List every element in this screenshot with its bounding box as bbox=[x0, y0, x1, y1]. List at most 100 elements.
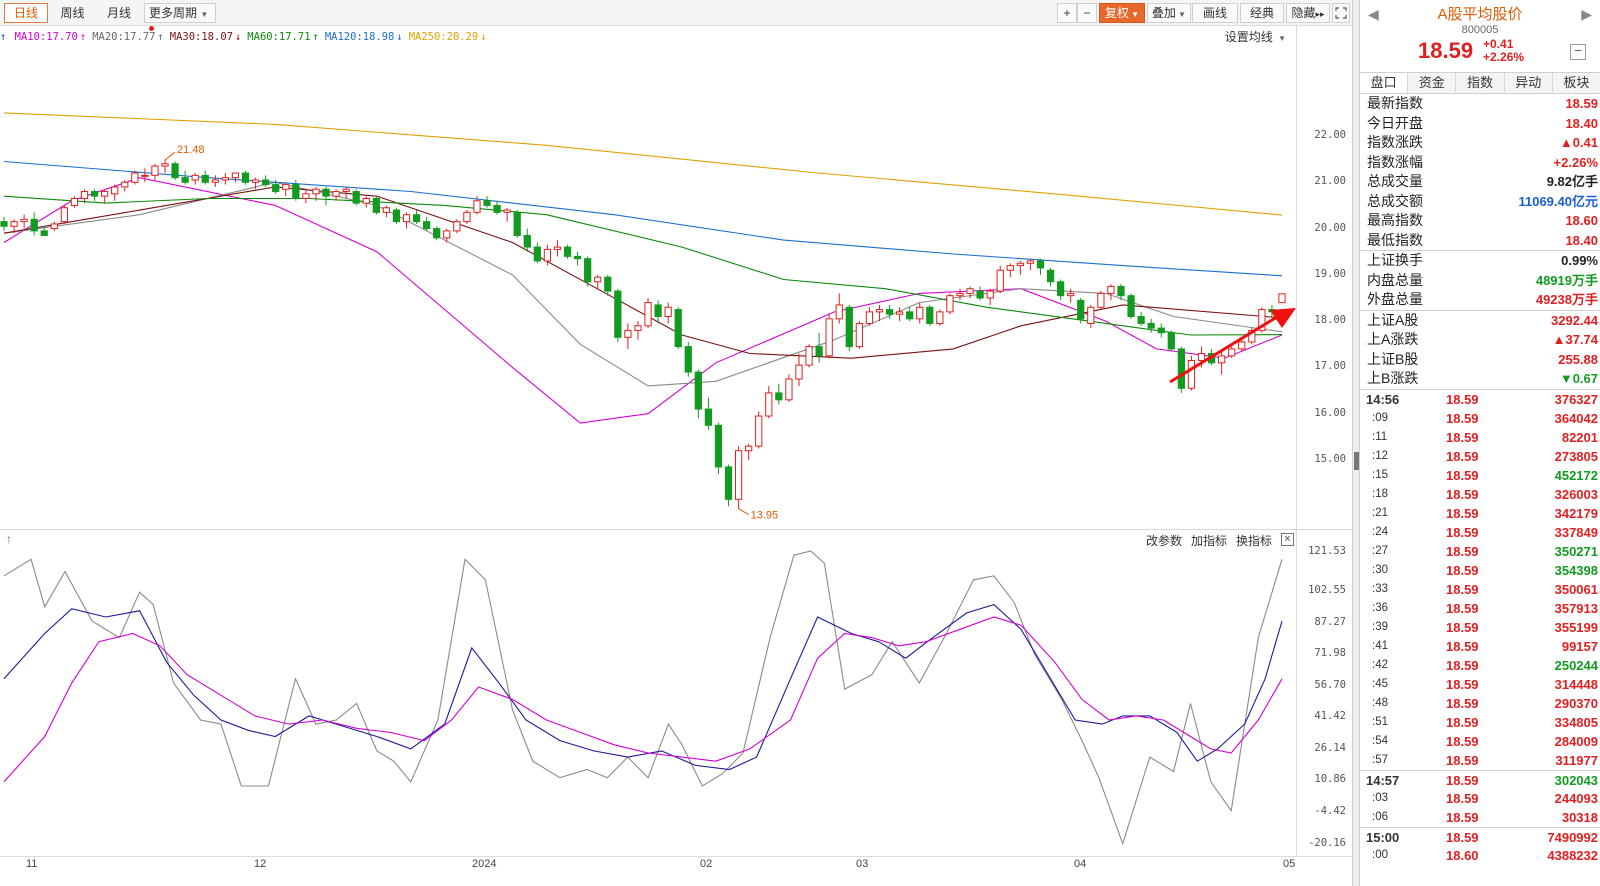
tick-row: :33 18.59 350061 bbox=[1360, 580, 1600, 599]
candle bbox=[734, 446, 743, 509]
tick-volume: 364042 bbox=[1554, 411, 1598, 426]
tick-list: 14:56 18.59 376327:09 18.59 364042:11 18.59 82… bbox=[1360, 390, 1600, 865]
candle bbox=[412, 210, 421, 224]
candle bbox=[704, 397, 713, 430]
change-value: +0.41 bbox=[1483, 37, 1514, 51]
tick-volume: 82201 bbox=[1561, 430, 1598, 445]
candle bbox=[423, 217, 431, 231]
tick-row: :51 18.59 334805 bbox=[1360, 713, 1600, 732]
ma-legend-item: MA10:17.70 bbox=[14, 31, 78, 43]
zoom-out-button[interactable]: − bbox=[1077, 3, 1097, 23]
hide-button[interactable]: 隐藏▸▸ bbox=[1286, 3, 1330, 23]
candle bbox=[885, 304, 894, 319]
change-percent: +2.26% bbox=[1483, 50, 1525, 64]
tick-volume: 357913 bbox=[1554, 601, 1598, 616]
tick-volume: 342179 bbox=[1554, 506, 1598, 521]
candle bbox=[1046, 267, 1055, 287]
tick-volume: 314448 bbox=[1554, 677, 1598, 692]
candle bbox=[513, 210, 521, 238]
add-indicator-button[interactable]: 加指标 bbox=[1191, 534, 1228, 548]
tick-time: 14:56 bbox=[1366, 392, 1400, 407]
ma-legend-item: MA30:18.07 bbox=[169, 31, 233, 43]
stats-group: 最新指数 18.59 今日开盘 18.40 指数涨跌 ▲0.41 指数涨幅 +2.26% 总成交… bbox=[1360, 94, 1600, 251]
tick-price: 18.59 bbox=[1446, 677, 1479, 692]
hide-label: 隐藏 bbox=[1291, 6, 1316, 20]
ma-legend-arrow: ↑ bbox=[0, 31, 7, 43]
tick-time: :12 bbox=[1372, 450, 1388, 462]
overlay-dropdown[interactable]: 叠加 ▼ bbox=[1147, 3, 1191, 23]
price-tick-label: 15.00 bbox=[1314, 453, 1346, 465]
tick-volume: 452172 bbox=[1554, 468, 1598, 483]
candle bbox=[614, 288, 622, 342]
indicator-arrow: ↑ bbox=[6, 532, 12, 546]
indicator-tick-label: 56.70 bbox=[1314, 678, 1346, 691]
tick-price: 18.59 bbox=[1446, 563, 1479, 578]
chevron-down-icon: ▼ bbox=[1175, 10, 1187, 19]
candle bbox=[664, 302, 672, 324]
tick-row: 14:57 18.59 302043 bbox=[1360, 770, 1600, 789]
candle bbox=[372, 196, 380, 215]
tab-index[interactable]: 指数 bbox=[1456, 73, 1505, 93]
tab-daily[interactable]: 日线 bbox=[4, 3, 48, 23]
fullscreen-button[interactable] bbox=[1332, 3, 1350, 23]
draw-line-button[interactable]: 画线 bbox=[1192, 3, 1238, 23]
stat-label: 指数涨幅 bbox=[1367, 153, 1423, 170]
ma-line-ma10 bbox=[3, 177, 1283, 424]
ma-trend-arrow: ↓ bbox=[480, 31, 487, 43]
tick-time: :36 bbox=[1372, 602, 1388, 614]
stat-value: 3292.44 bbox=[1551, 312, 1598, 328]
tick-row: :21 18.59 342179 bbox=[1360, 504, 1600, 523]
tab-weekly[interactable]: 周线 bbox=[60, 6, 85, 20]
instrument-code: 800005 bbox=[1461, 24, 1499, 36]
collapse-button[interactable]: − bbox=[1570, 44, 1586, 60]
zoom-in-button[interactable]: + bbox=[1057, 3, 1077, 23]
candle bbox=[966, 286, 974, 298]
classic-button[interactable]: 经典 bbox=[1240, 3, 1284, 23]
candle bbox=[121, 179, 129, 192]
candle bbox=[1127, 293, 1135, 319]
tick-volume: 376327 bbox=[1554, 392, 1598, 407]
price-tick-label: 18.00 bbox=[1314, 314, 1346, 327]
adjust-dropdown[interactable]: 复权 ▼ bbox=[1099, 3, 1145, 23]
edit-params-button[interactable]: 改参数 bbox=[1146, 534, 1183, 548]
tick-price: 18.59 bbox=[1446, 544, 1479, 559]
kdj-indicator-chart[interactable] bbox=[0, 550, 1296, 855]
tab-monthly[interactable]: 月线 bbox=[106, 6, 131, 20]
stat-label: 外盘总量 bbox=[1367, 291, 1423, 307]
tick-price: 18.59 bbox=[1446, 753, 1479, 768]
switch-indicator-button[interactable]: 换指标 bbox=[1236, 534, 1273, 548]
tab-order-book[interactable]: 盘口 bbox=[1360, 73, 1409, 93]
tab-capital[interactable]: 资金 bbox=[1408, 73, 1457, 93]
candle bbox=[493, 200, 501, 215]
next-arrow-icon[interactable]: ▶ bbox=[1581, 6, 1592, 22]
candle bbox=[101, 189, 109, 204]
candle bbox=[181, 170, 189, 185]
indicator-j-line bbox=[3, 616, 1283, 783]
stat-value: 18.40 bbox=[1565, 115, 1598, 131]
stat-row: 指数涨幅 +2.26% bbox=[1360, 153, 1600, 173]
tick-volume: 350271 bbox=[1554, 544, 1598, 559]
candle bbox=[1117, 284, 1125, 301]
candlestick-chart[interactable]: 21.48 13.95 bbox=[0, 46, 1296, 530]
tick-price: 18.59 bbox=[1446, 810, 1479, 825]
splitter-grip-icon[interactable] bbox=[1354, 452, 1359, 470]
tick-price: 18.59 bbox=[1446, 773, 1479, 788]
candle bbox=[1177, 346, 1185, 393]
ma-line-ma20 bbox=[3, 181, 1283, 387]
stat-value: 18.60 bbox=[1565, 213, 1598, 228]
prev-arrow-icon[interactable]: ◀ bbox=[1368, 6, 1379, 22]
stat-row: 最低指数 18.40 bbox=[1360, 231, 1600, 251]
candle bbox=[845, 304, 853, 352]
stat-value: 0.99% bbox=[1561, 253, 1598, 268]
tick-time: :57 bbox=[1372, 754, 1388, 766]
ma-settings-label: 设置均线 bbox=[1224, 30, 1273, 44]
stat-row: 内盘总量 48919万手 bbox=[1360, 271, 1600, 291]
chevron-down-icon: ▼ bbox=[1128, 10, 1140, 19]
ma-settings-button[interactable]: 设置均线 ▼ bbox=[1225, 28, 1288, 48]
close-indicator-button[interactable]: × bbox=[1281, 533, 1294, 546]
tab-movement[interactable]: 异动 bbox=[1505, 73, 1553, 93]
more-periods-dropdown[interactable]: 更多周期 ▼ bbox=[144, 3, 216, 31]
panel-splitter[interactable] bbox=[1352, 0, 1360, 886]
candle bbox=[785, 374, 793, 403]
tab-sector[interactable]: 板块 bbox=[1563, 75, 1590, 90]
